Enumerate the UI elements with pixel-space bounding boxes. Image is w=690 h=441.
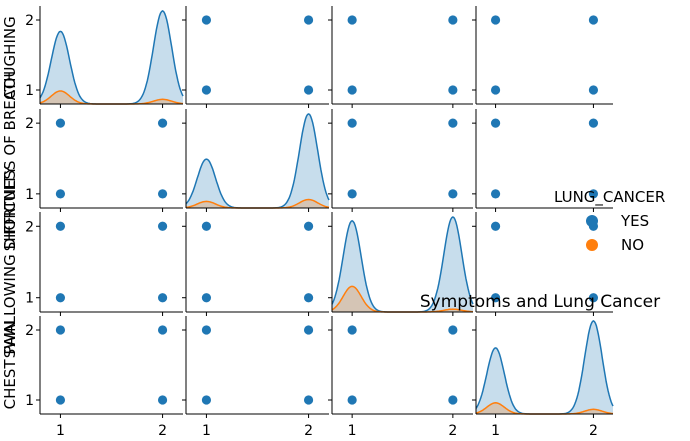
legend-title: LUNG_CANCER bbox=[554, 188, 665, 207]
scatter-point bbox=[490, 118, 501, 128]
subplot-r2-c2 bbox=[328, 212, 474, 316]
scatter-point bbox=[55, 293, 66, 303]
x-tick-label: 1 bbox=[491, 423, 500, 439]
scatter-point bbox=[303, 221, 314, 231]
scatter-point bbox=[303, 15, 314, 25]
y-tick-label: 2 bbox=[25, 323, 34, 339]
scatter-point bbox=[490, 85, 501, 95]
y-axis-label-chest-pain: CHEST PAIN bbox=[1, 321, 19, 410]
legend-label-no: NO bbox=[621, 236, 644, 254]
subplot-r2-c1 bbox=[182, 212, 329, 316]
subplot-r0-c2 bbox=[328, 6, 473, 108]
scatter-point bbox=[347, 395, 357, 405]
y-tick-label: 1 bbox=[25, 393, 34, 409]
scatter-point bbox=[448, 325, 458, 335]
legend-marker-no bbox=[586, 239, 598, 251]
scatter-point bbox=[347, 15, 357, 25]
scatter-point bbox=[55, 221, 66, 231]
legend-marker-yes bbox=[586, 215, 598, 227]
scatter-point bbox=[157, 395, 168, 405]
scatter-point bbox=[201, 221, 212, 231]
scatter-point bbox=[201, 85, 212, 95]
subplot-r1-c1 bbox=[182, 109, 330, 212]
scatter-point bbox=[448, 85, 458, 95]
scatter-point bbox=[303, 85, 314, 95]
y-axis-label-shortness-of-breath: SHORTNESS OF BREATH bbox=[1, 71, 19, 252]
scatter-point bbox=[588, 293, 599, 303]
scatter-point bbox=[347, 189, 357, 199]
scatter-point bbox=[588, 189, 599, 199]
scatter-point bbox=[347, 118, 357, 128]
kde-fill-yes bbox=[332, 217, 473, 312]
y-tick-label: 1 bbox=[25, 83, 34, 99]
scatter-point bbox=[347, 85, 357, 95]
subplot-r2-c0: 12 bbox=[25, 212, 183, 316]
subplot-r0-c3 bbox=[472, 6, 613, 108]
scatter-point bbox=[157, 293, 168, 303]
scatter-point bbox=[157, 118, 168, 128]
subplot-r0-c1 bbox=[182, 6, 329, 108]
x-tick-label: 2 bbox=[448, 423, 457, 439]
scatter-point bbox=[588, 118, 599, 128]
y-tick-label: 2 bbox=[25, 13, 34, 29]
x-tick-label: 1 bbox=[348, 423, 357, 439]
scatter-point bbox=[55, 189, 66, 199]
subplot-r3-c0: 1 2 1 2 bbox=[25, 316, 183, 439]
scatter-point bbox=[55, 395, 66, 405]
legend: LUNG_CANCER YES NO bbox=[554, 188, 665, 254]
subplot-r1-c3 bbox=[472, 109, 613, 212]
scatter-point bbox=[490, 189, 501, 199]
scatter-point bbox=[588, 85, 599, 95]
scatter-point bbox=[490, 221, 501, 231]
y-tick-label: 1 bbox=[25, 291, 34, 307]
x-tick-label: 2 bbox=[158, 423, 167, 439]
scatter-point bbox=[490, 15, 501, 25]
scatter-point bbox=[448, 189, 458, 199]
scatter-point bbox=[303, 395, 314, 405]
scatter-point bbox=[303, 325, 314, 335]
x-tick-label: 1 bbox=[56, 423, 65, 439]
scatter-point bbox=[448, 395, 458, 405]
y-tick-label: 1 bbox=[25, 187, 34, 203]
kde-fill-yes bbox=[40, 10, 183, 104]
x-tick-label: 2 bbox=[304, 423, 313, 439]
kde-fill-yes bbox=[186, 114, 329, 208]
y-axis-labels: COUGHING SHORTNESS OF BREATH SWALLOWING … bbox=[1, 16, 19, 409]
scatter-point bbox=[448, 118, 458, 128]
scatter-point bbox=[490, 293, 501, 303]
x-tick-label: 1 bbox=[202, 423, 211, 439]
scatter-point bbox=[157, 221, 168, 231]
chart-title: Symptoms and Lung Cancer bbox=[420, 292, 660, 312]
scatter-point bbox=[588, 15, 599, 25]
scatter-point bbox=[303, 293, 314, 303]
scatter-point bbox=[201, 325, 212, 335]
y-tick-label: 2 bbox=[25, 219, 34, 235]
x-tick-label: 2 bbox=[589, 423, 598, 439]
scatter-point bbox=[157, 189, 168, 199]
scatter-point bbox=[201, 293, 212, 303]
scatter-point bbox=[157, 325, 168, 335]
y-axis-label-swallowing-difficulty: SWALLOWING DIFFICULTY bbox=[1, 165, 19, 358]
scatter-point bbox=[201, 15, 212, 25]
subplot-r1-c0: 12 bbox=[25, 109, 183, 212]
scatter-point bbox=[201, 395, 212, 405]
scatter-point bbox=[55, 325, 66, 335]
legend-label-yes: YES bbox=[620, 212, 649, 230]
y-tick-label: 2 bbox=[25, 116, 34, 132]
scatter-point bbox=[55, 118, 66, 128]
subplot-r0-c0: 12 bbox=[25, 6, 184, 108]
kde-fill-yes bbox=[476, 320, 613, 414]
subplot-r1-c2 bbox=[328, 109, 473, 212]
scatter-point bbox=[448, 15, 458, 25]
y-axis-label-coughing: COUGHING bbox=[1, 16, 19, 99]
scatter-point bbox=[347, 325, 357, 335]
